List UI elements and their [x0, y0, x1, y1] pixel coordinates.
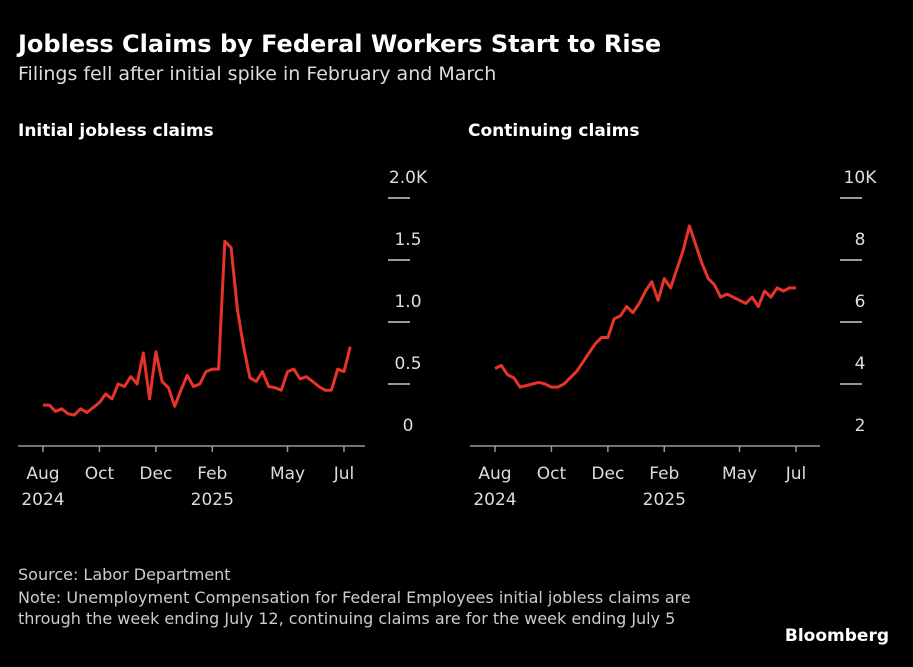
y-tick-label: 8 [855, 230, 866, 250]
x-tick-label: Feb 2025 [190, 464, 234, 510]
x-tick-label: Dec [139, 464, 173, 484]
x-tick-label: Jul [785, 464, 807, 484]
line [43, 239, 352, 417]
x-tick-label: Oct [84, 464, 115, 484]
source: Source: Labor Department [18, 565, 231, 584]
x-tick-label: Oct [536, 464, 567, 484]
y-tick-label: 1.5 [394, 230, 421, 250]
chart-title: Initial jobless claims [18, 121, 214, 141]
y-tick-label: 2.0K [389, 168, 428, 188]
y-tick-label: 0 [403, 416, 414, 436]
x-tick-label: May [721, 464, 758, 484]
x-tick-label: Aug 2024 [21, 464, 65, 510]
y-tick-label: 4 [855, 354, 866, 374]
x-tick-label: Dec [591, 464, 625, 484]
x-tick-label: Jul [333, 464, 355, 484]
y-tick-label: 6 [855, 292, 866, 312]
x-tick-label: May [269, 464, 306, 484]
y-tick-label: 2 [855, 416, 866, 436]
subtitle: Filings fell after initial spike in Febr… [18, 63, 497, 85]
y-tick-label: 1.0 [394, 292, 421, 312]
logo: Bloomberg [784, 626, 889, 646]
y-tick-label: 10K [844, 168, 878, 188]
title: Jobless Claims by Federal Workers Start … [18, 30, 662, 58]
note: Note: Unemployment Compensation for Fede… [18, 588, 691, 628]
line [494, 224, 796, 389]
x-tick-label: Aug 2024 [473, 464, 517, 510]
y-tick-label: 0.5 [394, 354, 421, 374]
x-tick-label: Feb 2025 [642, 464, 686, 510]
chart-title: Continuing claims [468, 121, 640, 141]
